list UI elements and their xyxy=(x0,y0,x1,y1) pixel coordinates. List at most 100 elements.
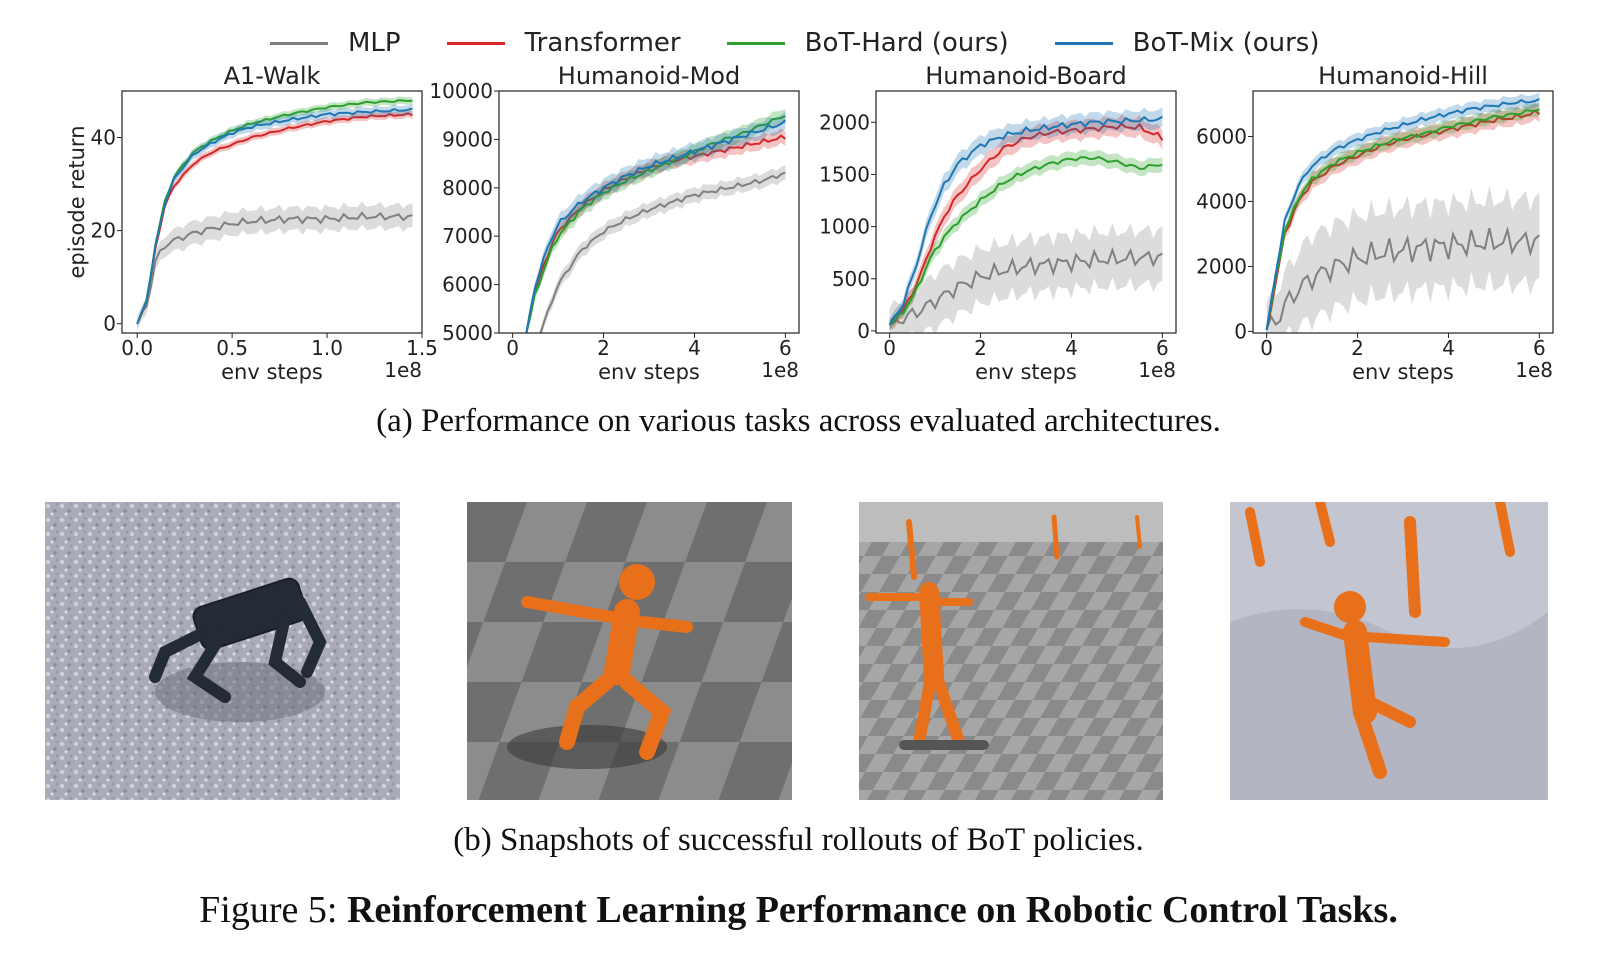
y-tick-label: 6000 xyxy=(442,273,493,297)
legend-swatch xyxy=(1054,41,1113,45)
x-axis-label: env steps xyxy=(221,360,323,384)
legend-label: MLP xyxy=(348,28,401,58)
x-tick-label: 2 xyxy=(597,336,610,360)
axes-frame xyxy=(498,90,800,334)
x-tick-label: 0 xyxy=(1260,336,1273,360)
axes-frame xyxy=(121,90,423,334)
legend-item-bot-hard: BoT-Hard (ours) xyxy=(726,28,1009,58)
series-line-transformer xyxy=(136,112,413,325)
y-tick-label: 0 xyxy=(103,312,116,336)
snapshot-humanoid-board xyxy=(859,502,1163,800)
chart-title: Humanoid-Hill xyxy=(1318,62,1488,90)
band-bot-hard-ours xyxy=(1266,103,1540,333)
y-tick-label: 500 xyxy=(832,267,870,291)
series-line-transformer xyxy=(525,134,786,333)
legend-swatch xyxy=(270,41,328,45)
y-tick-label: 6000 xyxy=(1196,124,1247,148)
series-line-bot-mix-ours xyxy=(525,119,787,333)
plot-area xyxy=(525,108,787,333)
series-line-bot-mix-ours xyxy=(136,107,413,325)
chart-humanoid-mod: 0 2 4 6 5000 6000 7000 8000 9000 10000 Humanoid-Mo… xyxy=(429,62,800,384)
x-tick-label: 4 xyxy=(1442,336,1455,360)
legend-item-bot-mix: BoT-Mix (ours) xyxy=(1054,28,1319,58)
y-tick-label: 0 xyxy=(1234,319,1247,343)
series-line-bot-hard-ours xyxy=(1265,108,1540,330)
x-tick-label: 1.5 xyxy=(406,336,438,360)
x-tick-label: 0 xyxy=(883,336,896,360)
band-bot-hard-ours xyxy=(889,149,1163,329)
axes-frame xyxy=(875,90,1177,334)
x-axis-label: env steps xyxy=(975,360,1077,384)
x-axis-label: env steps xyxy=(598,360,700,384)
x-tick-label: 0 xyxy=(506,336,519,360)
humanoid-crouch-icon xyxy=(467,502,792,800)
humanoid-board-icon xyxy=(859,502,1163,800)
plot-area xyxy=(1265,92,1541,333)
y-tick-label: 4000 xyxy=(1196,189,1247,213)
x-tick-label: 6 xyxy=(1156,336,1169,360)
y-tick-label: 9000 xyxy=(442,127,493,151)
chart-humanoid-board: 0 2 4 6 0 500 1000 1500 2000 Humanoid-Board env st… xyxy=(819,62,1177,384)
x-tick-label: 1.0 xyxy=(311,336,343,360)
y-tick-label: 7000 xyxy=(442,224,493,248)
y-tick-label: 5000 xyxy=(442,321,493,345)
chart-legend: MLP Transformer BoT-Hard (ours) BoT-Mix … xyxy=(270,26,1365,60)
legend-item-transformer: Transformer xyxy=(446,28,681,58)
caption-a: (a) Performance on various tasks across … xyxy=(376,403,1221,439)
series-line-mlp xyxy=(136,211,413,325)
legend-swatch xyxy=(726,41,785,45)
plot-area xyxy=(136,96,413,331)
band-mlp xyxy=(1266,186,1540,333)
y-tick-label: 20 xyxy=(91,219,116,243)
axes-frame xyxy=(1252,90,1554,334)
humanoid-hill-icon xyxy=(1230,502,1548,800)
series-line-bot-mix-ours xyxy=(1265,98,1540,330)
series-line-bot-hard-ours xyxy=(525,115,786,333)
figure-number: Figure 5: xyxy=(199,889,347,931)
y-tick-label: 1000 xyxy=(819,215,870,239)
y-tick-label: 40 xyxy=(91,126,116,150)
x-offset-label: 1e8 xyxy=(761,358,799,382)
chart-a1-walk: 0.0 0.5 1.0 1.5 0 20 40 A1-Walk env steps 1e8 epis… xyxy=(65,62,438,384)
snapshot-humanoid-mod xyxy=(467,502,792,800)
plot-area xyxy=(888,107,1164,333)
x-tick-label: 0.5 xyxy=(216,336,248,360)
chart-title: Humanoid-Mod xyxy=(558,62,740,90)
x-tick-label: 2 xyxy=(1351,336,1364,360)
legend-item-mlp: MLP xyxy=(270,28,401,58)
x-tick-label: 6 xyxy=(779,336,792,360)
series-line-bot-hard-ours xyxy=(136,99,413,325)
y-tick-label: 1500 xyxy=(819,162,870,186)
x-axis-label: env steps xyxy=(1352,360,1454,384)
robot-dog-icon xyxy=(45,502,400,800)
series-line-transformer xyxy=(889,122,1164,326)
legend-label: Transformer xyxy=(524,28,681,58)
legend-swatch xyxy=(446,41,505,45)
y-axis-label: episode return xyxy=(65,125,89,278)
band-mlp xyxy=(889,222,1163,333)
band-bot-mix-ours xyxy=(1266,92,1540,333)
x-tick-label: 0.0 xyxy=(121,336,153,360)
caption-b: (b) Snapshots of successful rollouts of … xyxy=(453,822,1144,858)
band-mlp xyxy=(137,201,413,331)
series-line-mlp xyxy=(888,247,1163,326)
x-tick-label: 4 xyxy=(1065,336,1078,360)
x-tick-label: 2 xyxy=(974,336,987,360)
band-mlp xyxy=(539,165,786,333)
y-tick-label: 10000 xyxy=(429,79,493,103)
series-line-transformer xyxy=(1265,109,1541,331)
y-tick-label: 0 xyxy=(857,319,870,343)
snapshot-humanoid-hill xyxy=(1230,502,1548,800)
band-bot-mix-ours xyxy=(526,111,786,333)
y-tick-label: 8000 xyxy=(442,176,493,200)
series-line-bot-mix-ours xyxy=(888,115,1163,326)
chart-title: A1-Walk xyxy=(224,62,321,90)
figure-caption: Figure 5: Reinforcement Learning Perform… xyxy=(0,888,1597,932)
series-line-mlp xyxy=(539,171,786,333)
x-offset-label: 1e8 xyxy=(384,358,422,382)
x-offset-label: 1e8 xyxy=(1515,358,1553,382)
band-transformer xyxy=(889,114,1163,331)
series-line-bot-hard-ours xyxy=(889,156,1163,326)
x-tick-label: 4 xyxy=(688,336,701,360)
